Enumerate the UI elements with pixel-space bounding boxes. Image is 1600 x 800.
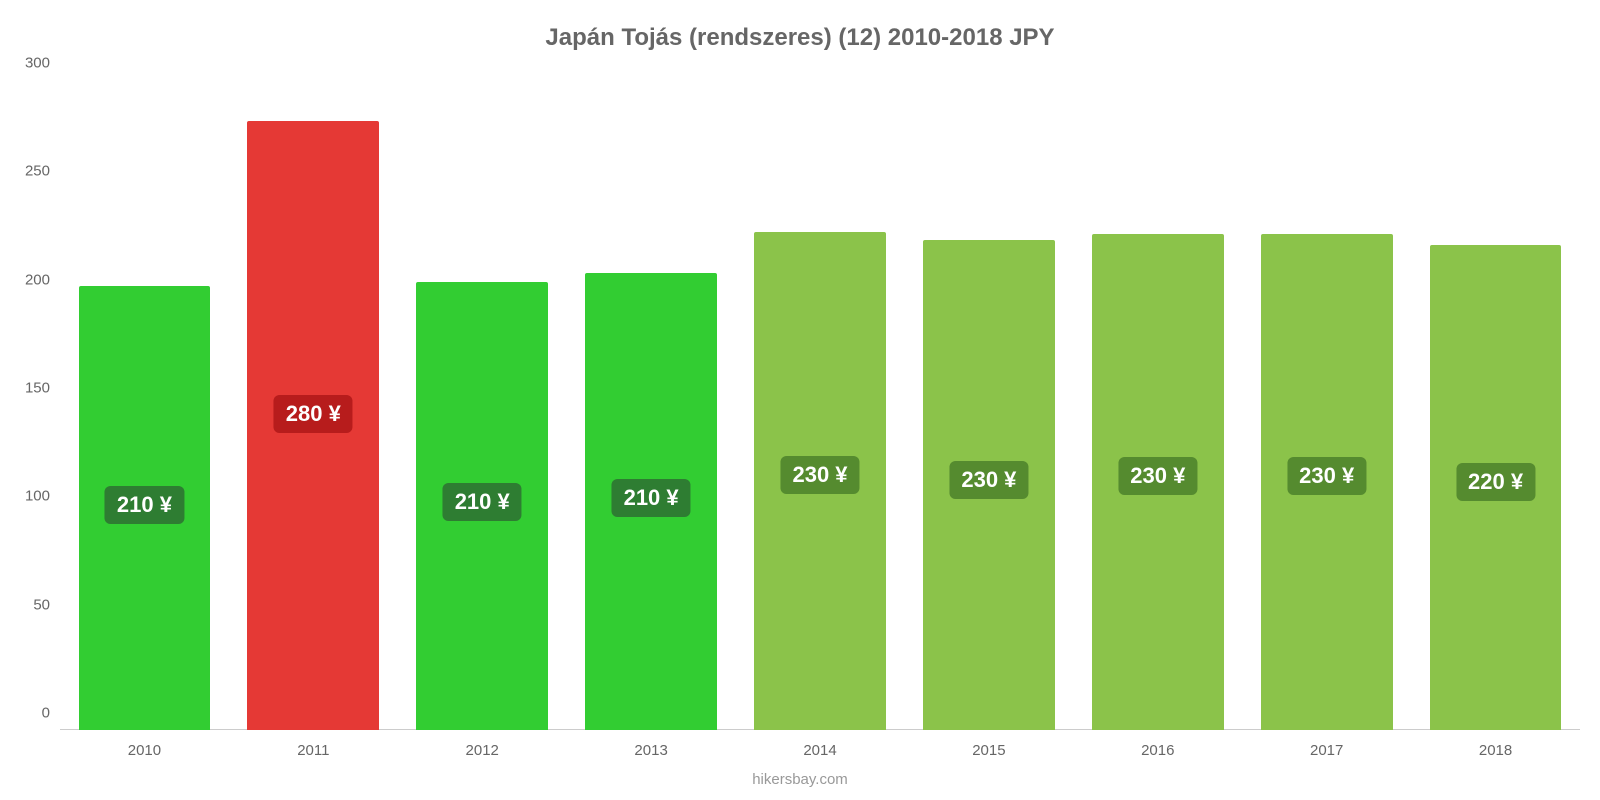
bar-slot: 210 ¥2010	[60, 80, 229, 730]
value-badge: 230 ¥	[1287, 457, 1366, 495]
bar: 280 ¥	[247, 121, 379, 730]
chart-title: Japán Tojás (rendszeres) (12) 2010-2018 …	[0, 24, 1600, 52]
value-badge: 220 ¥	[1456, 463, 1535, 501]
bar-slot: 230 ¥2016	[1073, 80, 1242, 730]
y-tick: 300	[10, 55, 60, 72]
bar: 230 ¥	[1092, 234, 1224, 730]
y-tick: 100	[10, 488, 60, 505]
value-badge: 210 ¥	[612, 479, 691, 517]
value-badge: 280 ¥	[274, 395, 353, 433]
bar: 230 ¥	[923, 240, 1055, 730]
bar-slot: 230 ¥2014	[736, 80, 905, 730]
bar-slot: 280 ¥2011	[229, 80, 398, 730]
y-tick: 200	[10, 271, 60, 288]
value-badge: 230 ¥	[949, 461, 1028, 499]
bars-container: 210 ¥2010280 ¥2011210 ¥2012210 ¥2013230 …	[60, 80, 1580, 730]
bar: 230 ¥	[754, 232, 886, 730]
value-badge: 230 ¥	[1118, 457, 1197, 495]
bar: 210 ¥	[585, 273, 717, 730]
x-tick-label: 2010	[60, 730, 229, 759]
x-tick-label: 2011	[229, 730, 398, 759]
bar: 210 ¥	[416, 282, 548, 731]
bar-slot: 230 ¥2015	[904, 80, 1073, 730]
y-tick: 0	[10, 705, 60, 722]
value-badge: 210 ¥	[105, 486, 184, 524]
x-tick-label: 2015	[904, 730, 1073, 759]
y-tick: 50	[10, 596, 60, 613]
bar: 230 ¥	[1261, 234, 1393, 730]
x-tick-label: 2017	[1242, 730, 1411, 759]
value-badge: 210 ¥	[443, 483, 522, 521]
bar-slot: 210 ¥2012	[398, 80, 567, 730]
x-tick-label: 2016	[1073, 730, 1242, 759]
bar-slot: 210 ¥2013	[567, 80, 736, 730]
y-tick: 250	[10, 163, 60, 180]
bar-slot: 220 ¥2018	[1411, 80, 1580, 730]
y-tick: 150	[10, 380, 60, 397]
bar: 220 ¥	[1430, 245, 1562, 730]
plot-area: 050100150200250300 210 ¥2010280 ¥2011210…	[60, 80, 1580, 730]
bar: 210 ¥	[79, 286, 211, 730]
x-tick-label: 2012	[398, 730, 567, 759]
source-label: hikersbay.com	[0, 771, 1600, 788]
x-tick-label: 2014	[736, 730, 905, 759]
bar-slot: 230 ¥2017	[1242, 80, 1411, 730]
value-badge: 230 ¥	[780, 456, 859, 494]
x-tick-label: 2013	[567, 730, 736, 759]
x-tick-label: 2018	[1411, 730, 1580, 759]
